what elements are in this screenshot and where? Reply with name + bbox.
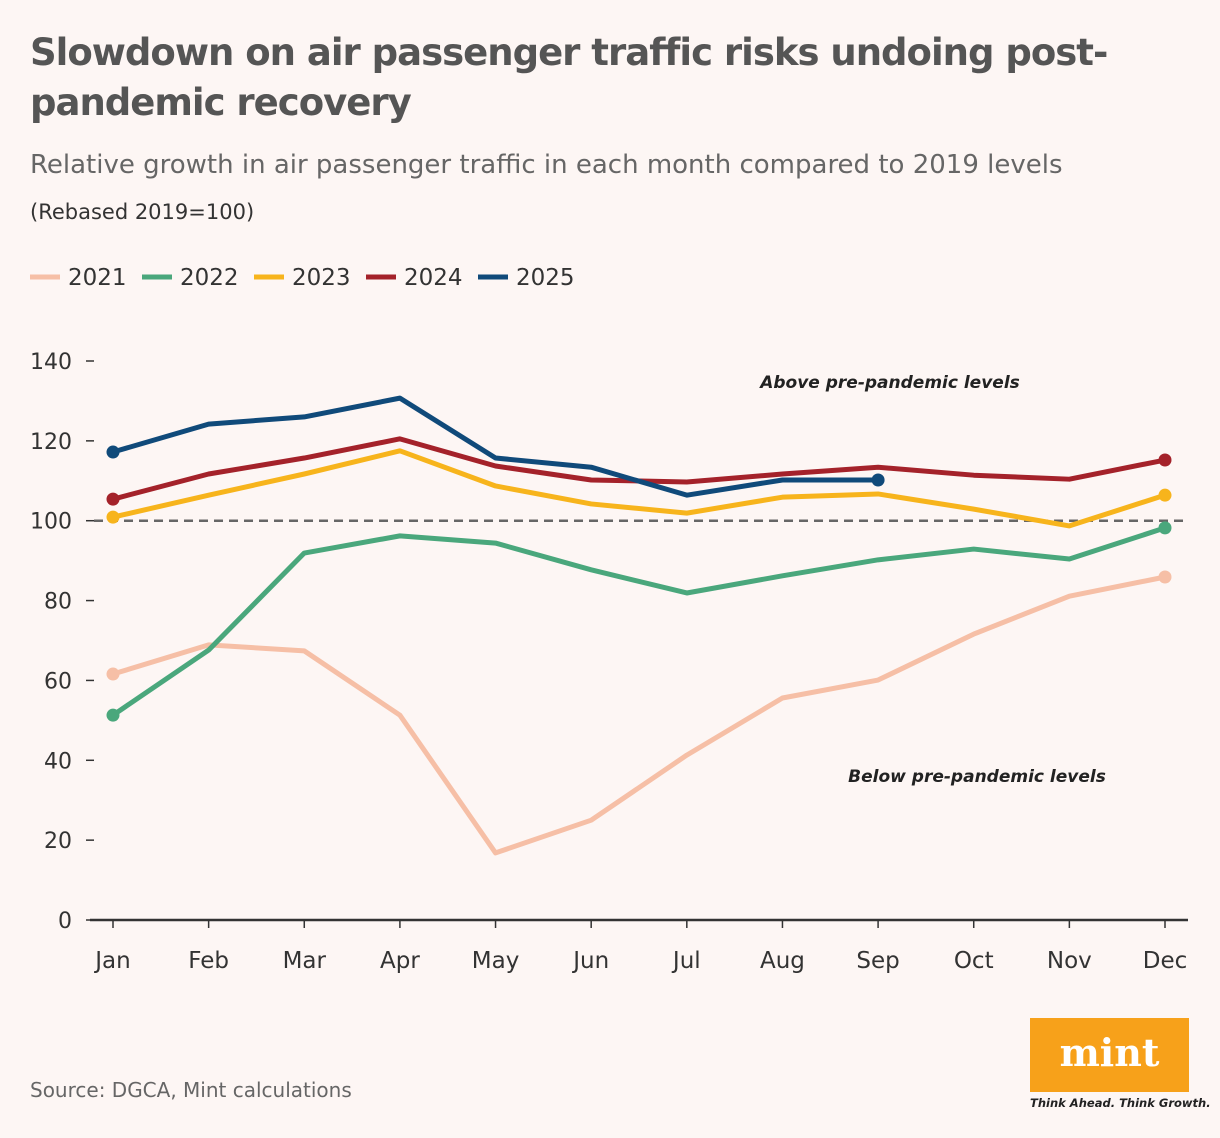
series-line [112, 436, 1166, 502]
end-dot [106, 445, 120, 459]
end-dot [1158, 488, 1172, 502]
end-dot [106, 667, 120, 681]
x-tick-label: May [472, 948, 520, 974]
x-tick-label: Sep [856, 948, 899, 974]
end-dot [1158, 521, 1172, 535]
series-line [112, 574, 1166, 856]
x-tick-label: Jul [671, 948, 701, 974]
y-tick-label: 40 [44, 749, 72, 774]
tagline: Think Ahead. Think Growth. [1030, 1096, 1211, 1110]
y-tick-label: 140 [30, 350, 72, 375]
end-dot [1158, 453, 1172, 467]
end-dot [871, 473, 885, 487]
x-tick-label: Apr [380, 948, 420, 974]
x-tick-label: Jan [93, 948, 130, 974]
axis-note: (Rebased 2019=100) [30, 200, 255, 224]
subtitle: Relative growth in air passenger traffic… [30, 150, 1063, 180]
legend-label: 2025 [516, 265, 575, 291]
series-line [111, 525, 1166, 718]
title: Slowdown on air passenger traffic risks … [30, 31, 1108, 124]
end-dot [1158, 570, 1172, 584]
series-line [112, 448, 1166, 529]
end-dot [106, 510, 120, 524]
x-tick-label: Mar [283, 948, 327, 974]
legend-label: 2022 [180, 265, 239, 291]
y-tick-label: 80 [44, 590, 72, 615]
y-tick-label: 0 [58, 909, 72, 934]
x-tick-label: Aug [760, 948, 805, 974]
end-dot [106, 708, 120, 722]
y-tick-label: 60 [44, 669, 72, 694]
x-tick-label: Feb [188, 948, 229, 974]
annotation: Below pre-pandemic levels [848, 767, 1106, 787]
series-line [112, 395, 879, 498]
x-tick-label: Dec [1143, 948, 1188, 974]
y-tick-label: 20 [44, 829, 72, 854]
x-tick-label: Nov [1047, 948, 1092, 974]
annotation: Above pre-pandemic levels [758, 373, 1020, 393]
end-dot [106, 492, 120, 506]
legend-label: 2024 [404, 265, 463, 291]
x-tick-label: Oct [954, 948, 994, 974]
y-tick-label: 100 [30, 510, 72, 535]
y-tick-label: 120 [30, 430, 72, 455]
x-tick-label: Jun [571, 948, 609, 974]
logo: mint [1030, 1018, 1189, 1092]
legend-label: 2023 [292, 265, 351, 291]
legend-label: 2021 [68, 265, 127, 291]
source: Source: DGCA, Mint calculations [30, 1078, 352, 1102]
